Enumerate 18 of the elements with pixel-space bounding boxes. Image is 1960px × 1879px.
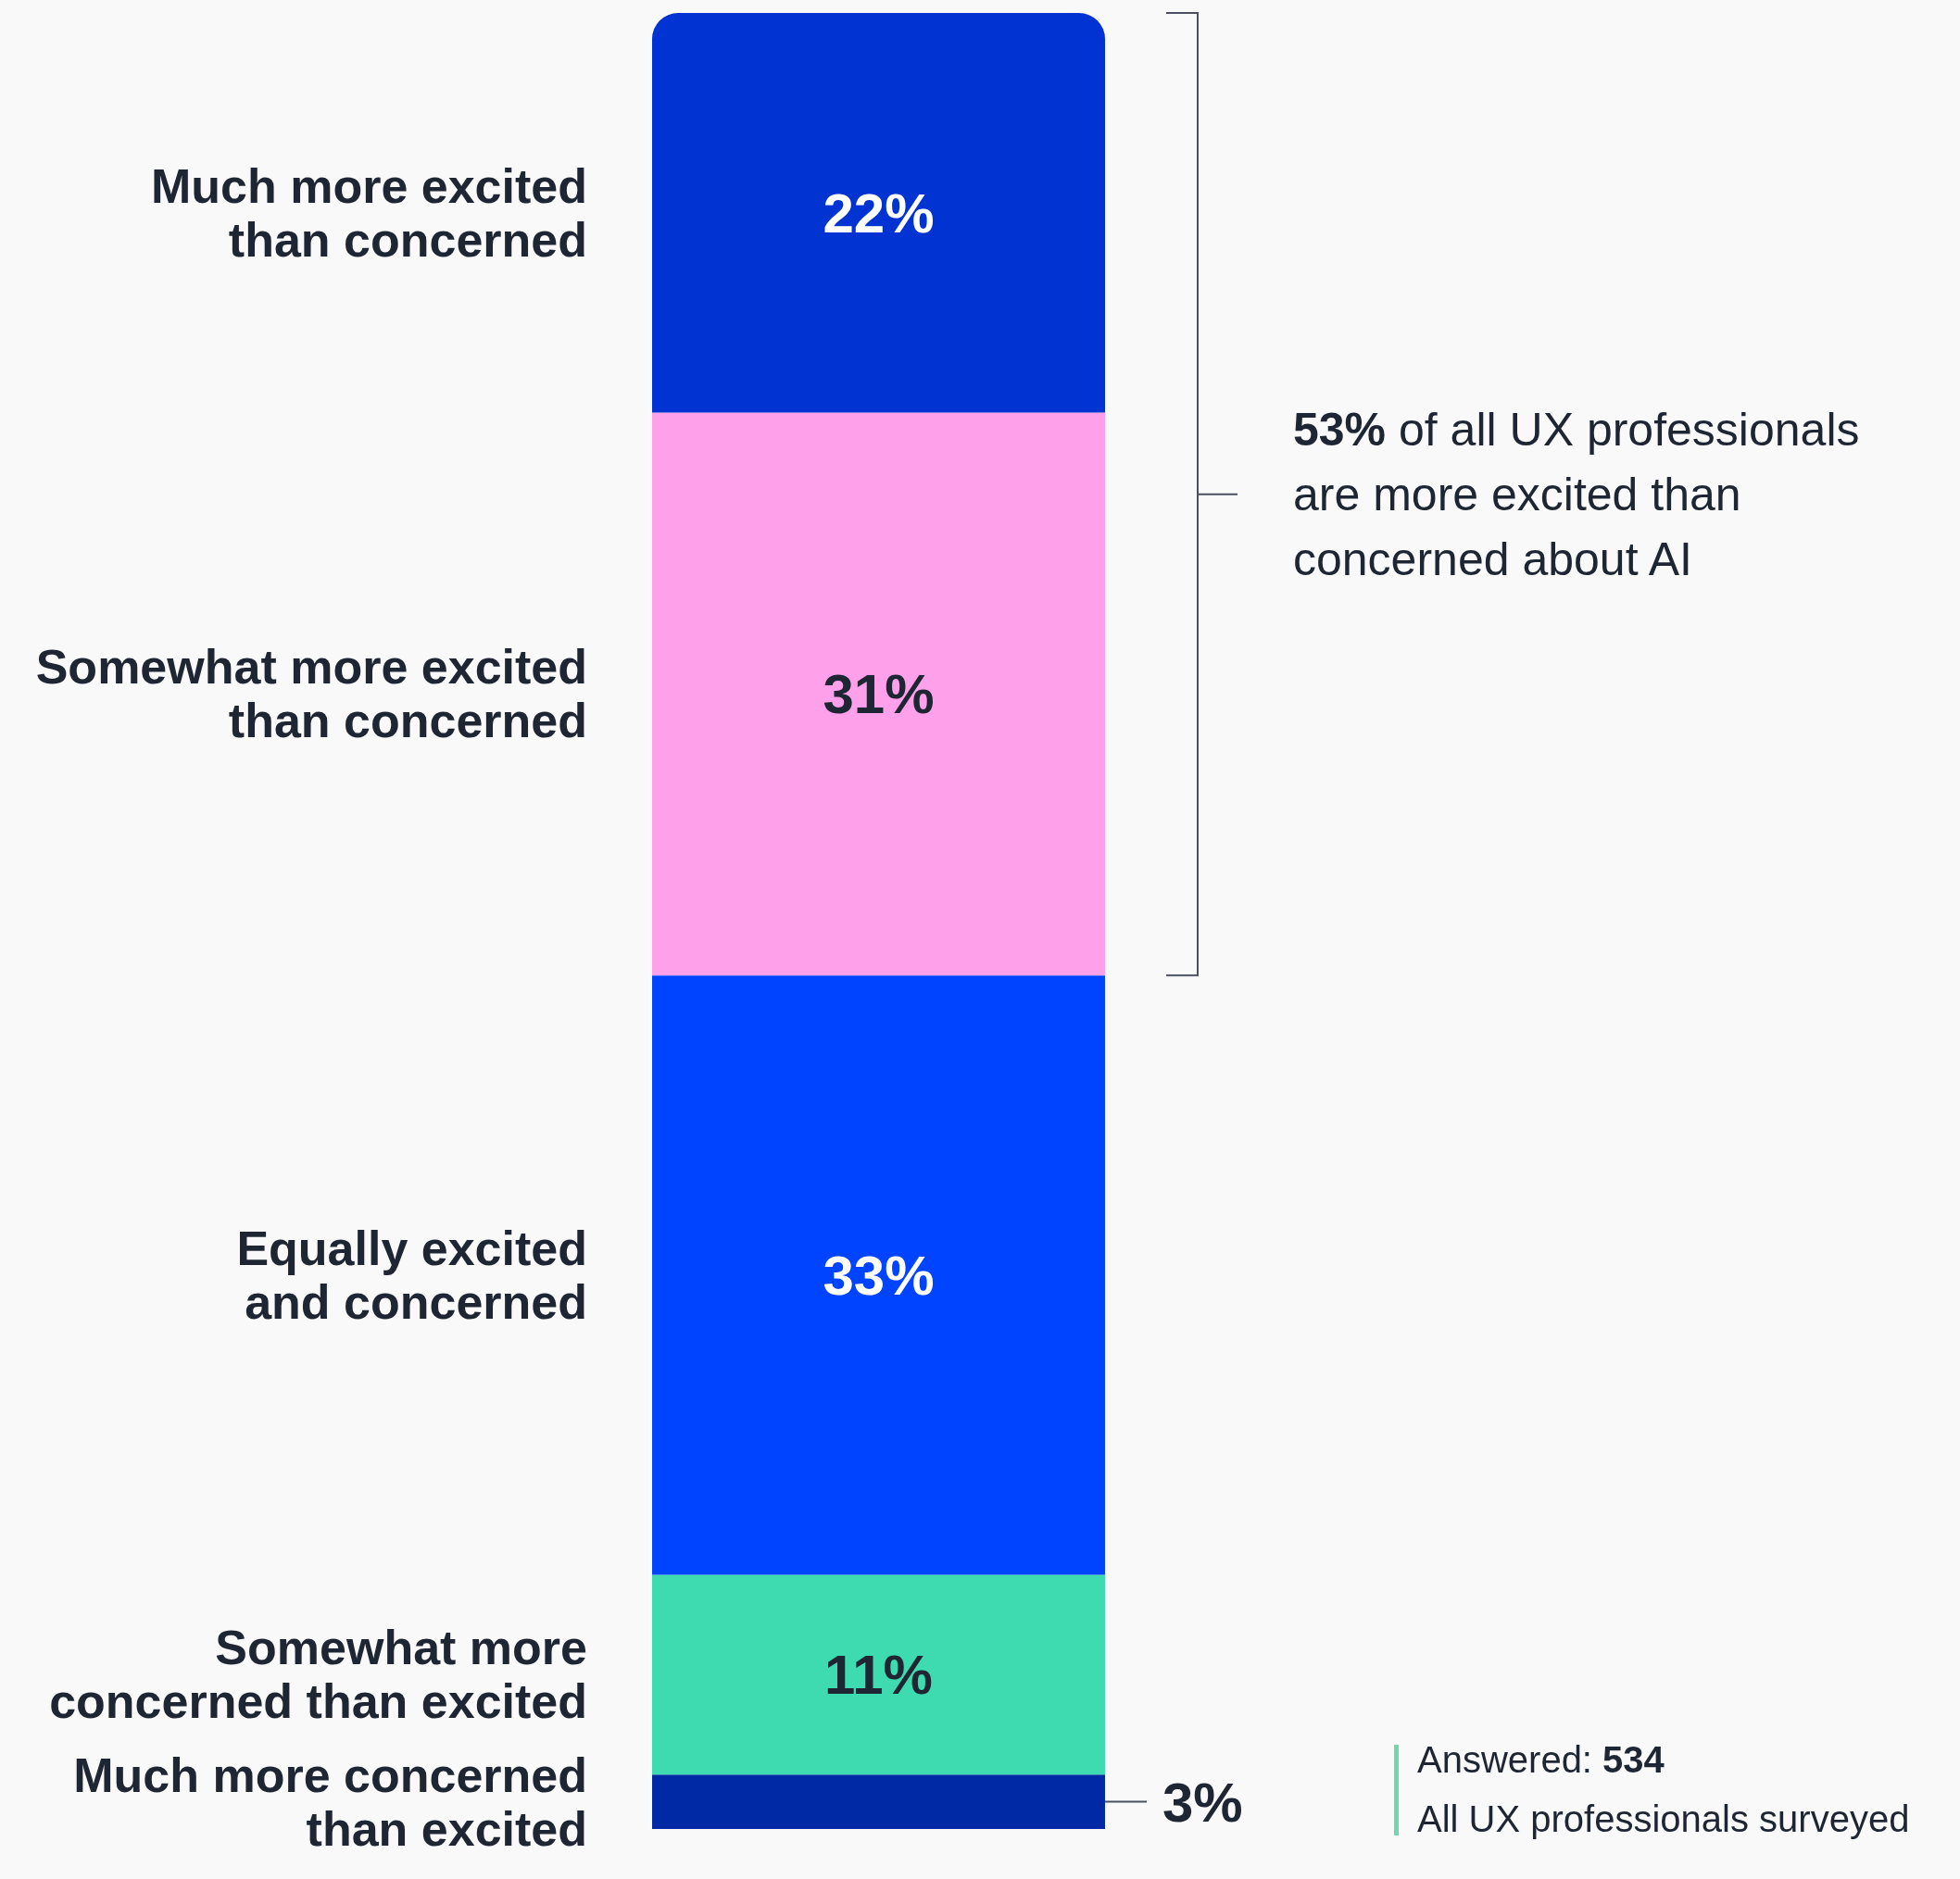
series-label: Equally excited and concerned	[236, 1221, 587, 1329]
bar	[652, 1574, 1105, 1775]
text: 53% of all UX professionals are more excited than concerned about AI	[1293, 403, 1860, 585]
bar	[652, 412, 1105, 976]
series-label: Somewhat more excited than concerned	[35, 640, 587, 748]
data-label: 31%	[823, 663, 935, 726]
bar	[652, 975, 1105, 1575]
series-label: Much more concerned than excited	[73, 1747, 587, 1856]
data-label: 33%	[823, 1244, 935, 1307]
series-label: Somewhat more concerned than excited	[49, 1621, 587, 1729]
data-label: 3%	[1162, 1771, 1243, 1834]
text: All UX professionals surveyed	[1416, 1798, 1910, 1841]
data-label: 11%	[824, 1644, 933, 1707]
bar	[652, 1774, 1105, 1829]
data-label: 22%	[823, 182, 935, 244]
bar	[652, 13, 1105, 413]
series-label: Much more excited than concerned	[150, 158, 587, 267]
text: Answered: 534	[1416, 1738, 1665, 1782]
